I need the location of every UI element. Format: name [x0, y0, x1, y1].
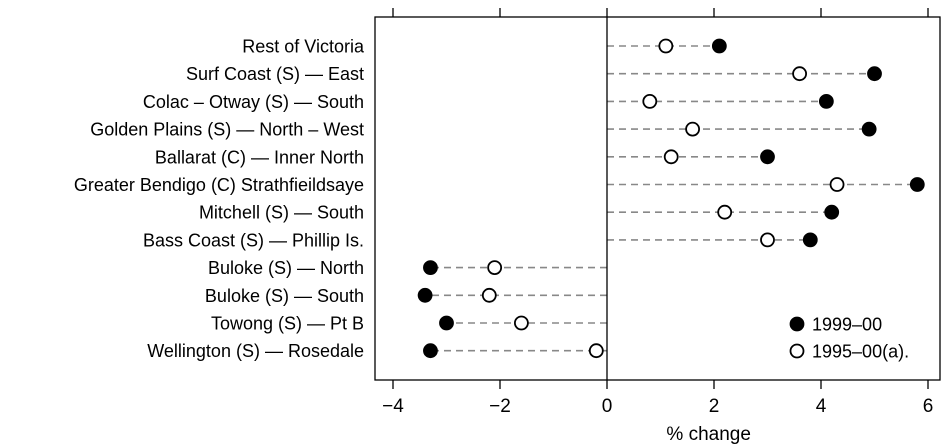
category-label: Wellington (S) — Rosedale	[147, 341, 364, 361]
category-label: Buloke (S) — North	[208, 258, 364, 278]
category-label: Bass Coast (S) — Phillip Is.	[143, 230, 364, 250]
point-1999-00	[861, 121, 877, 137]
x-axis-ticks: −4 −2 0 2 4 6	[382, 8, 933, 417]
point-1999-00	[417, 287, 433, 303]
category-label: Ballarat (C) — Inner North	[155, 147, 364, 167]
point-1999-00	[909, 177, 925, 192]
leader-lines	[425, 45, 918, 352]
x-tick-label: 0	[602, 396, 613, 417]
point-1995-00	[658, 38, 674, 54]
category-label: Buloke (S) — South	[205, 286, 364, 306]
point-1999-00	[867, 66, 882, 82]
point-1999-00	[423, 343, 438, 359]
category-label: Rest of Victoria	[242, 37, 365, 57]
point-1995-00	[588, 343, 604, 359]
point-1999-00	[439, 315, 454, 331]
point-1999-00	[824, 204, 840, 220]
point-1995-00	[685, 121, 700, 137]
point-1999-00	[802, 232, 818, 248]
point-1995-00	[829, 177, 845, 192]
point-1995-00	[792, 66, 807, 82]
category-label: Towong (S) — Pt B	[211, 314, 364, 334]
legend-label: 1995–00(a).	[812, 342, 909, 362]
x-tick-label: 4	[816, 396, 827, 417]
plot-frame	[374, 16, 941, 381]
point-1995-00	[760, 232, 775, 248]
category-label: Greater Bendigo (C) Strathfieildsaye	[74, 175, 364, 195]
x-tick-label: −4	[382, 396, 404, 417]
category-label: Mitchell (S) — South	[199, 203, 364, 223]
point-1995-00	[642, 94, 658, 109]
x-tick-label: −2	[489, 396, 511, 417]
x-tick-label: 6	[923, 396, 934, 417]
point-1995-00	[481, 287, 497, 303]
legend: 1999–00 1995–00(a).	[789, 315, 909, 362]
point-1995-00	[514, 315, 529, 331]
category-label: Colac – Otway (S) — South	[143, 92, 364, 112]
legend-marker-1999-00	[789, 316, 805, 332]
category-label: Surf Coast (S) — East	[186, 64, 364, 84]
point-1995-00	[717, 204, 733, 220]
point-1999-00	[423, 260, 438, 276]
data-points	[417, 38, 925, 359]
x-axis-title: % change	[666, 424, 751, 445]
plot-border	[374, 16, 941, 381]
point-1999-00	[760, 149, 775, 165]
category-label: Golden Plains (S) — North – West	[90, 120, 364, 140]
point-1995-00	[487, 260, 503, 276]
category-labels: Rest of Victoria Surf Coast (S) — East Col…	[74, 37, 365, 362]
legend-marker-1995-00	[789, 343, 805, 359]
point-1995-00	[663, 149, 679, 165]
x-tick-label: 2	[709, 396, 720, 417]
legend-label: 1999–00	[812, 315, 882, 335]
point-1999-00	[818, 94, 834, 109]
point-1999-00	[711, 38, 727, 54]
